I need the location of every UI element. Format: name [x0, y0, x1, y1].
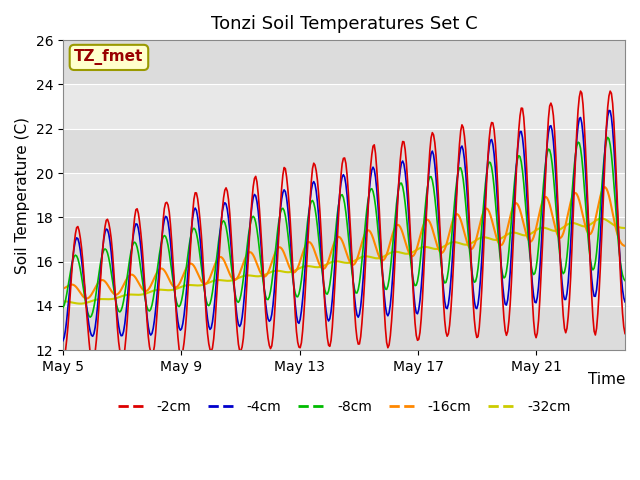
Title: Tonzi Soil Temperatures Set C: Tonzi Soil Temperatures Set C [211, 15, 477, 33]
Text: Time: Time [588, 372, 625, 387]
Bar [63, 40, 625, 84]
Bar [63, 217, 625, 262]
Y-axis label: Soil Temperature (C): Soil Temperature (C) [15, 117, 30, 274]
Bar [63, 129, 625, 173]
Text: TZ_fmet: TZ_fmet [74, 49, 143, 65]
Bar [63, 306, 625, 350]
Legend: -2cm, -4cm, -8cm, -16cm, -32cm: -2cm, -4cm, -8cm, -16cm, -32cm [112, 395, 576, 420]
